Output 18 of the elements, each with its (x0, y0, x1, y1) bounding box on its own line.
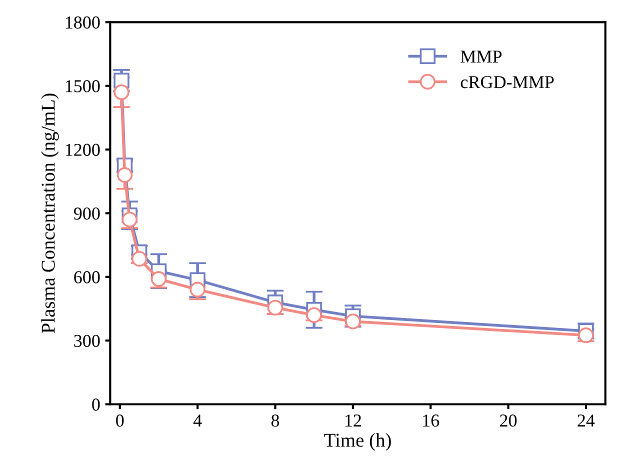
y-axis-title: Plasma Concentration (ng/mL) (41, 94, 59, 334)
y-tick-label: 600 (74, 271, 100, 284)
y-tick-label: 300 (74, 334, 100, 348)
x-tick-label: 12 (345, 414, 361, 426)
x-tick-label: 24 (578, 414, 595, 426)
x-tick-label: 20 (500, 414, 517, 427)
x-tick-label: 4 (193, 414, 202, 426)
y-tick-label: 1200 (66, 144, 100, 156)
y-tick-label: 0 (92, 398, 100, 411)
y-tick-label: 1800 (66, 16, 100, 29)
x-tick-label: 0 (116, 414, 124, 427)
x-tick-label: 8 (271, 414, 280, 427)
legend-label: MMP (460, 50, 502, 63)
x-tick-label: 16 (423, 414, 440, 427)
y-tick-label: 900 (74, 207, 100, 220)
y-tick-label: 1500 (66, 80, 100, 92)
x-axis-title: Time (h) (324, 433, 391, 451)
legend-label: cRGD-MMP (460, 76, 554, 88)
